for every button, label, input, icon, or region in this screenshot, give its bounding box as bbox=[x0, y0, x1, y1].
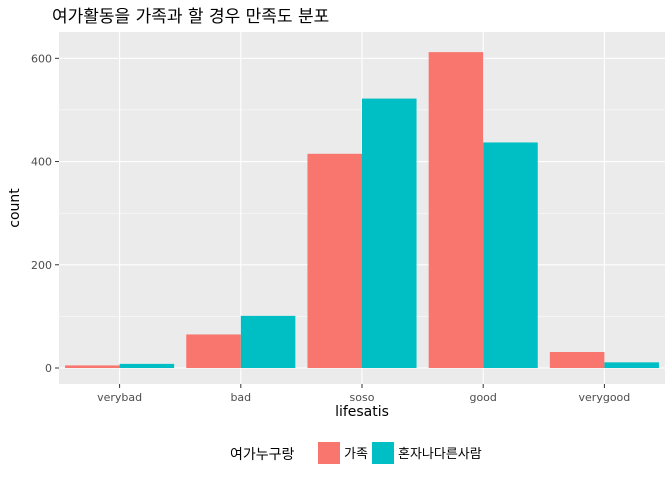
x-axis-ticks: verybad bad soso good verygood bbox=[97, 384, 630, 404]
legend-key-series-2 bbox=[372, 442, 394, 464]
x-tick-label: bad bbox=[230, 391, 251, 404]
y-tick-label: 600 bbox=[31, 52, 52, 65]
bar-bad-series-1 bbox=[186, 334, 241, 368]
bar-soso-series-2 bbox=[362, 98, 417, 369]
x-tick-label: verybad bbox=[97, 391, 142, 404]
bar-verygood-series-1 bbox=[549, 352, 605, 368]
legend-title: 여가누구랑 bbox=[230, 447, 295, 463]
chart-title: 여가활동을 가족과 할 경우 만족도 분포 bbox=[52, 7, 329, 27]
y-tick-label: 0 bbox=[45, 362, 52, 375]
y-tick-label: 200 bbox=[31, 259, 52, 272]
bars bbox=[65, 52, 659, 369]
legend-label-series-2: 혼자나다른사람 bbox=[398, 447, 482, 462]
x-tick-label: soso bbox=[350, 391, 375, 404]
bar-verygood-series-2 bbox=[604, 362, 659, 368]
y-axis-ticks: 0 200 400 600 bbox=[31, 52, 59, 375]
bar-soso-series-1 bbox=[307, 153, 362, 368]
bar-good-series-1 bbox=[428, 52, 484, 369]
legend-key-series-1 bbox=[318, 442, 340, 464]
bar-bad-series-2 bbox=[240, 315, 296, 368]
x-axis-title: lifesatis bbox=[335, 404, 389, 420]
bar-verybad-series-2 bbox=[119, 363, 175, 368]
x-tick-label: good bbox=[469, 391, 496, 404]
y-axis-title: count bbox=[7, 188, 23, 228]
x-tick-label: verygood bbox=[579, 391, 631, 404]
legend-label-series-1: 가족 bbox=[344, 447, 368, 462]
bar-verybad-series-1 bbox=[65, 365, 120, 368]
legend: 여가누구랑 가족 혼자나다른사람 bbox=[230, 442, 482, 464]
bar-good-series-2 bbox=[483, 142, 538, 368]
y-tick-label: 400 bbox=[31, 156, 52, 169]
